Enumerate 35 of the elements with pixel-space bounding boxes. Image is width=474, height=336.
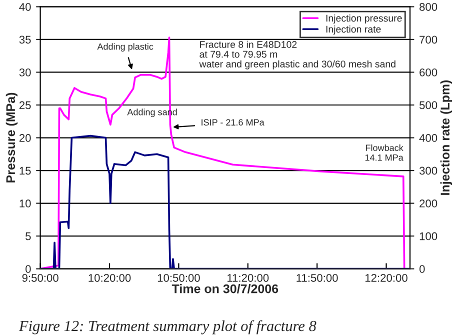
y2-axis-title: Injection rate (Lpm) — [440, 80, 452, 195]
y2-tick-label: 400 — [419, 134, 438, 142]
x-tick-label: 11:50:00 — [296, 274, 338, 282]
x-tick-label: 10:20:00 — [88, 274, 131, 282]
y-tick-label: 10 — [20, 200, 31, 208]
y2-tick-label: 500 — [419, 101, 438, 110]
y-tick-label: 20 — [19, 134, 31, 142]
y2-tick-label: 0 — [419, 265, 425, 273]
annotation: ISIP - 21.6 MPa — [202, 119, 264, 126]
y2-tick-label: 100 — [420, 232, 438, 240]
y2-tick-label: 200 — [420, 200, 438, 208]
y-tick-label: 25 — [19, 101, 31, 110]
x-tick-label: 12:20:00 — [365, 274, 408, 282]
annotation: Fracture 8 in E48D102 at 79.4 to 79.95 m water and green plastic and 30/60 mesh sand — [199, 40, 396, 70]
y-tick-label: 5 — [26, 232, 31, 240]
y-tick-label: 15 — [20, 166, 31, 175]
x-tick-label: 10:50:00 — [158, 274, 200, 282]
y-tick-label: 0 — [26, 265, 31, 273]
y-axis-title: Pressure (MPa) — [6, 92, 18, 182]
annotation: Adding plastic — [97, 43, 154, 52]
x-axis-title: Time on 30/7/2006 — [172, 284, 278, 294]
y2-tick-label: 300 — [419, 166, 438, 175]
y2-tick-label: 700 — [420, 36, 438, 44]
x-tick-label: 9:50:00 — [22, 274, 58, 282]
caption: Figure 12: Treatment summary plot of fracture 8 — [18, 320, 316, 334]
legend-label: Injection pressure — [326, 14, 402, 24]
line-series — [40, 36, 406, 269]
annotation: Flowback 14.1 MPa — [365, 144, 404, 161]
legend-label: Injection rate — [326, 26, 381, 35]
y-tick-label: 30 — [19, 68, 31, 76]
x-tick-label: 11:20:00 — [228, 274, 269, 282]
y2-tick-label: 600 — [420, 68, 438, 76]
y-tick-label: 40 — [19, 2, 31, 11]
y-tick-label: 35 — [19, 36, 31, 44]
y2-tick-label: 800 — [420, 2, 438, 11]
